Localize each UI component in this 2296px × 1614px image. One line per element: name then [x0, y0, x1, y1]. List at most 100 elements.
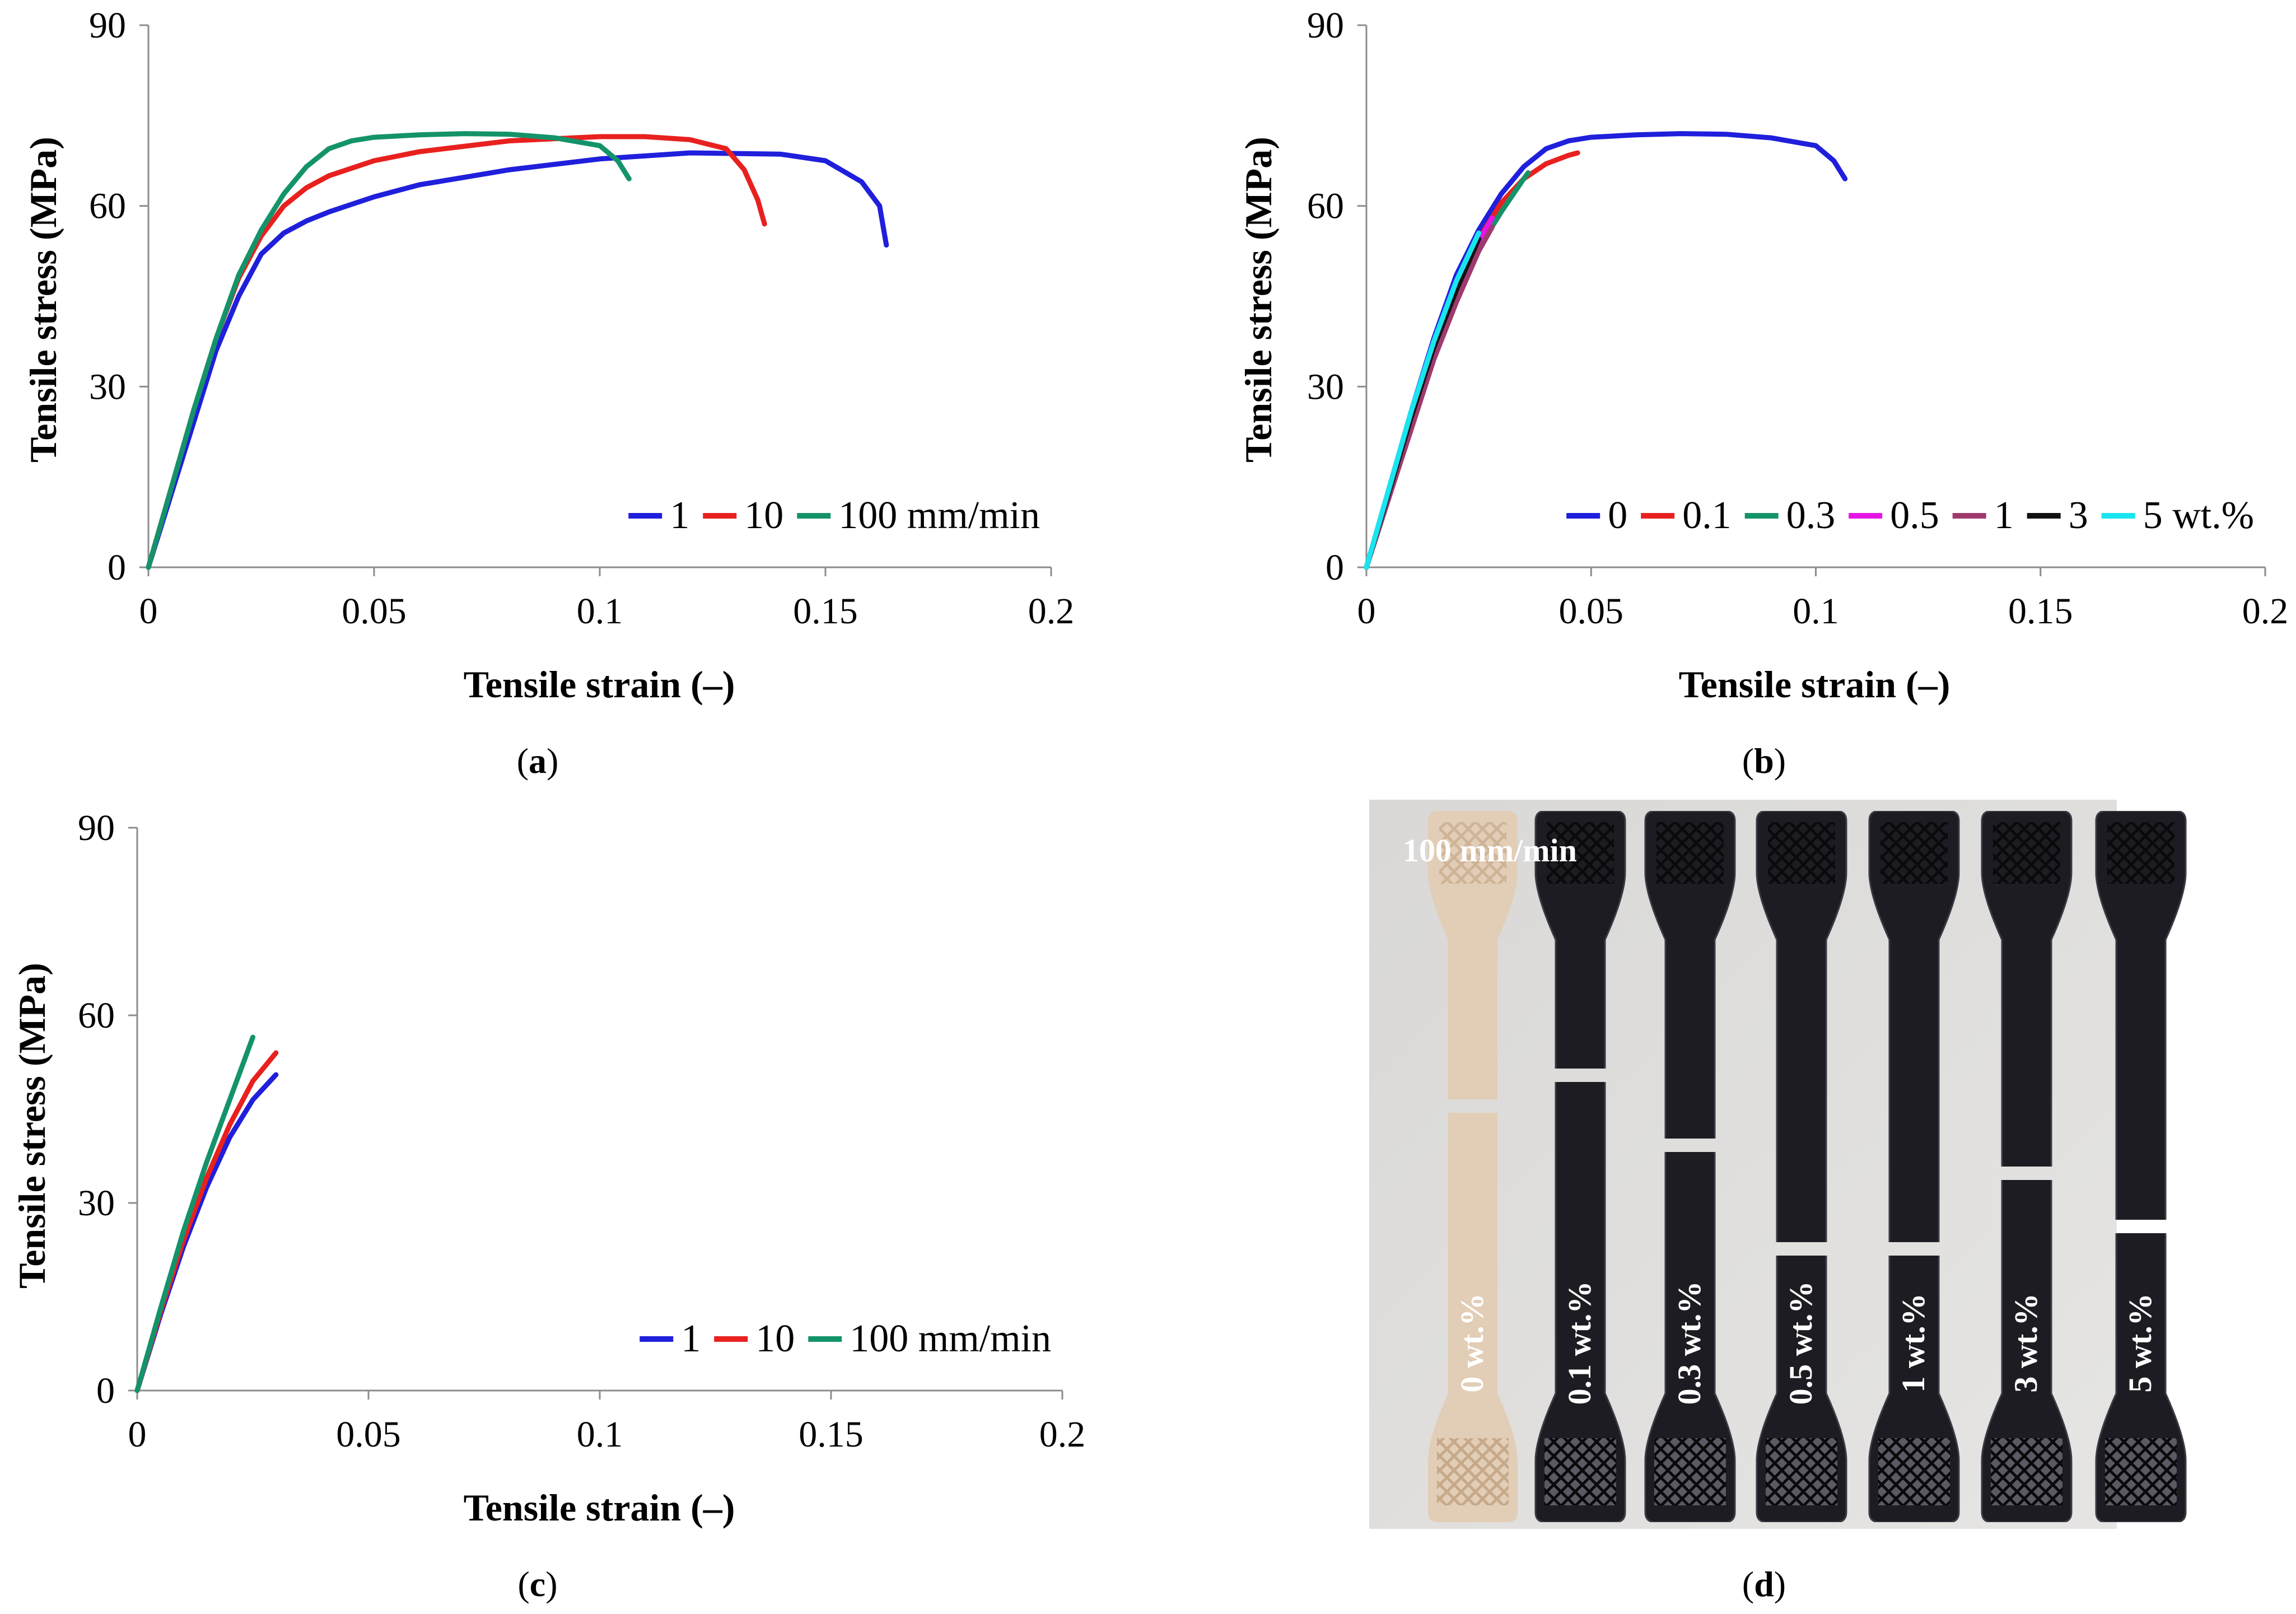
specimen-label: 0.5 wt.%	[1782, 1281, 1819, 1405]
x-tick-label: 0.2	[2242, 591, 2289, 632]
specimen	[2095, 811, 2187, 1522]
x-tick-label: 0.15	[793, 591, 858, 632]
x-tick-label: 0.05	[342, 591, 407, 632]
y-tick-label: 60	[89, 186, 126, 227]
y-tick-label: 90	[89, 5, 126, 46]
specimen-label: 0.1 wt.%	[1561, 1281, 1598, 1405]
x-tick-label: 0.05	[1559, 591, 1624, 632]
lattice-infill	[1766, 1438, 1837, 1505]
specimen-label: 1 wt.%	[1895, 1293, 1931, 1392]
x-tick-label: 0.1	[577, 591, 623, 632]
specimen-label: 0 wt.%	[1454, 1293, 1490, 1392]
specimen	[1868, 811, 1960, 1522]
speed-label: 100 mm/min	[1403, 832, 1577, 869]
x-tick-label: 0	[139, 591, 158, 632]
specimen-body	[1757, 811, 1846, 1522]
specimen-edge	[2095, 811, 2187, 1522]
y-tick-label: 0	[96, 1370, 115, 1411]
specimen-body	[2096, 811, 2186, 1522]
y-tick-label: 90	[78, 808, 115, 848]
specimen-body	[1536, 811, 1625, 1522]
y-tick-label: 30	[78, 1183, 115, 1224]
lattice-infill	[1654, 1438, 1726, 1505]
panel-caption: (b)	[1742, 741, 1786, 781]
specimen-body	[1428, 811, 1518, 1522]
x-tick-label: 0	[1357, 591, 1376, 632]
x-tick-label: 0.15	[799, 1414, 864, 1455]
lattice-infill	[1993, 822, 2060, 884]
legend-label-10: 10	[755, 1317, 795, 1360]
y-tick-label: 0	[1326, 547, 1344, 588]
x-axis-label: Tensile strain (–)	[1679, 663, 1950, 706]
x-tick-label: 0.2	[1039, 1414, 1086, 1455]
specimen-body	[1982, 811, 2071, 1522]
specimen-label: 5 wt.%	[2122, 1293, 2158, 1392]
lattice-infill	[1768, 822, 1835, 884]
y-axis-label: Tensile stress (MPa)	[11, 963, 53, 1289]
legend-label-100: 100 mm/min	[838, 494, 1040, 537]
legend: 5 wt.% 3 1 0.5 0.3 0.1 0	[1566, 494, 2254, 537]
legend-label-1: 1	[1994, 494, 2014, 537]
lattice-infill	[1880, 822, 1948, 884]
legend-label-0.1: 0.1	[1682, 494, 1732, 537]
specimen-body	[1645, 811, 1735, 1522]
x-tick-label: 0	[128, 1414, 147, 1455]
specimen-edge	[1981, 811, 2073, 1522]
specimen-photo: 0 wt.% 0.1 wt.% 0.3 wt.% 0.5 wt.% 1 wt.% 3 wt…	[1369, 800, 2187, 1604]
specimen-label: 0.3 wt.%	[1671, 1281, 1707, 1405]
panel-caption: (c)	[517, 1564, 557, 1604]
x-tick-label: 0.2	[1028, 591, 1075, 632]
specimen	[1534, 811, 1626, 1522]
series-line-10	[134, 1050, 279, 1393]
lattice-infill	[1547, 822, 1614, 884]
y-tick-label: 30	[89, 366, 126, 407]
legend-label-10: 10	[744, 494, 783, 537]
specimen-edge	[1534, 811, 1626, 1522]
specimen-edge	[1868, 811, 1960, 1522]
x-axis-label: Tensile strain (–)	[464, 663, 735, 706]
y-tick-label: 0	[108, 547, 126, 588]
grip-region	[1437, 1438, 1509, 1505]
specimen	[1644, 811, 1736, 1522]
legend: 100 mm/min 10 1	[640, 1317, 1051, 1360]
lattice-infill	[1439, 822, 1506, 884]
y-tick-label: 60	[78, 995, 115, 1036]
series-line-1	[1364, 224, 1495, 570]
x-tick-label: 0.15	[2008, 591, 2073, 632]
specimen-label: 3 wt.%	[2008, 1293, 2044, 1392]
lattice-infill	[1656, 822, 1724, 884]
specimen-edge	[1756, 811, 1847, 1522]
specimen-group: 0 wt.% 0.1 wt.% 0.3 wt.% 0.5 wt.% 1 wt.% 3 wt…	[1428, 811, 2187, 1522]
chart-panel-a: Tensile stress (MPa) Tensile strain (–) …	[22, 5, 1074, 781]
panel-caption: (a)	[517, 741, 559, 781]
legend-label-0: 0	[1608, 494, 1627, 537]
x-axis-label: Tensile strain (–)	[464, 1486, 735, 1529]
specimen	[1981, 811, 2073, 1522]
series-line-100	[134, 1034, 255, 1393]
y-axis-label: Tensile stress (MPa)	[1237, 137, 1280, 463]
series-line-100	[146, 131, 632, 570]
y-tick-label: 60	[1307, 186, 1344, 227]
series-line-5	[1364, 230, 1482, 570]
series-line-1	[134, 1072, 279, 1393]
panel-caption: (d)	[1742, 1564, 1786, 1604]
legend-label-3: 3	[2069, 494, 2088, 537]
y-axis-label: Tensile stress (MPa)	[22, 137, 64, 463]
series-line-0.3	[1364, 170, 1531, 570]
specimen	[1756, 811, 1847, 1522]
series-line-1	[146, 150, 889, 570]
lattice-infill	[2105, 1438, 2177, 1505]
chart-panel-c: Tensile stress (MPa) Tensile strain (–) …	[11, 808, 1085, 1604]
legend-label-5: 5 wt.%	[2143, 494, 2254, 537]
legend-label-100: 100 mm/min	[850, 1317, 1051, 1360]
legend-label-0.3: 0.3	[1786, 494, 1836, 537]
x-tick-label: 0.1	[1793, 591, 1839, 632]
legend: 100 mm/min 10 1	[628, 494, 1040, 537]
y-tick-label: 90	[1307, 5, 1344, 46]
lattice-infill	[1878, 1438, 1950, 1505]
lattice-infill	[1991, 1438, 2062, 1505]
lattice-infill	[2107, 822, 2174, 884]
legend-label-1: 1	[670, 494, 689, 537]
specimen-body	[1869, 811, 1959, 1522]
